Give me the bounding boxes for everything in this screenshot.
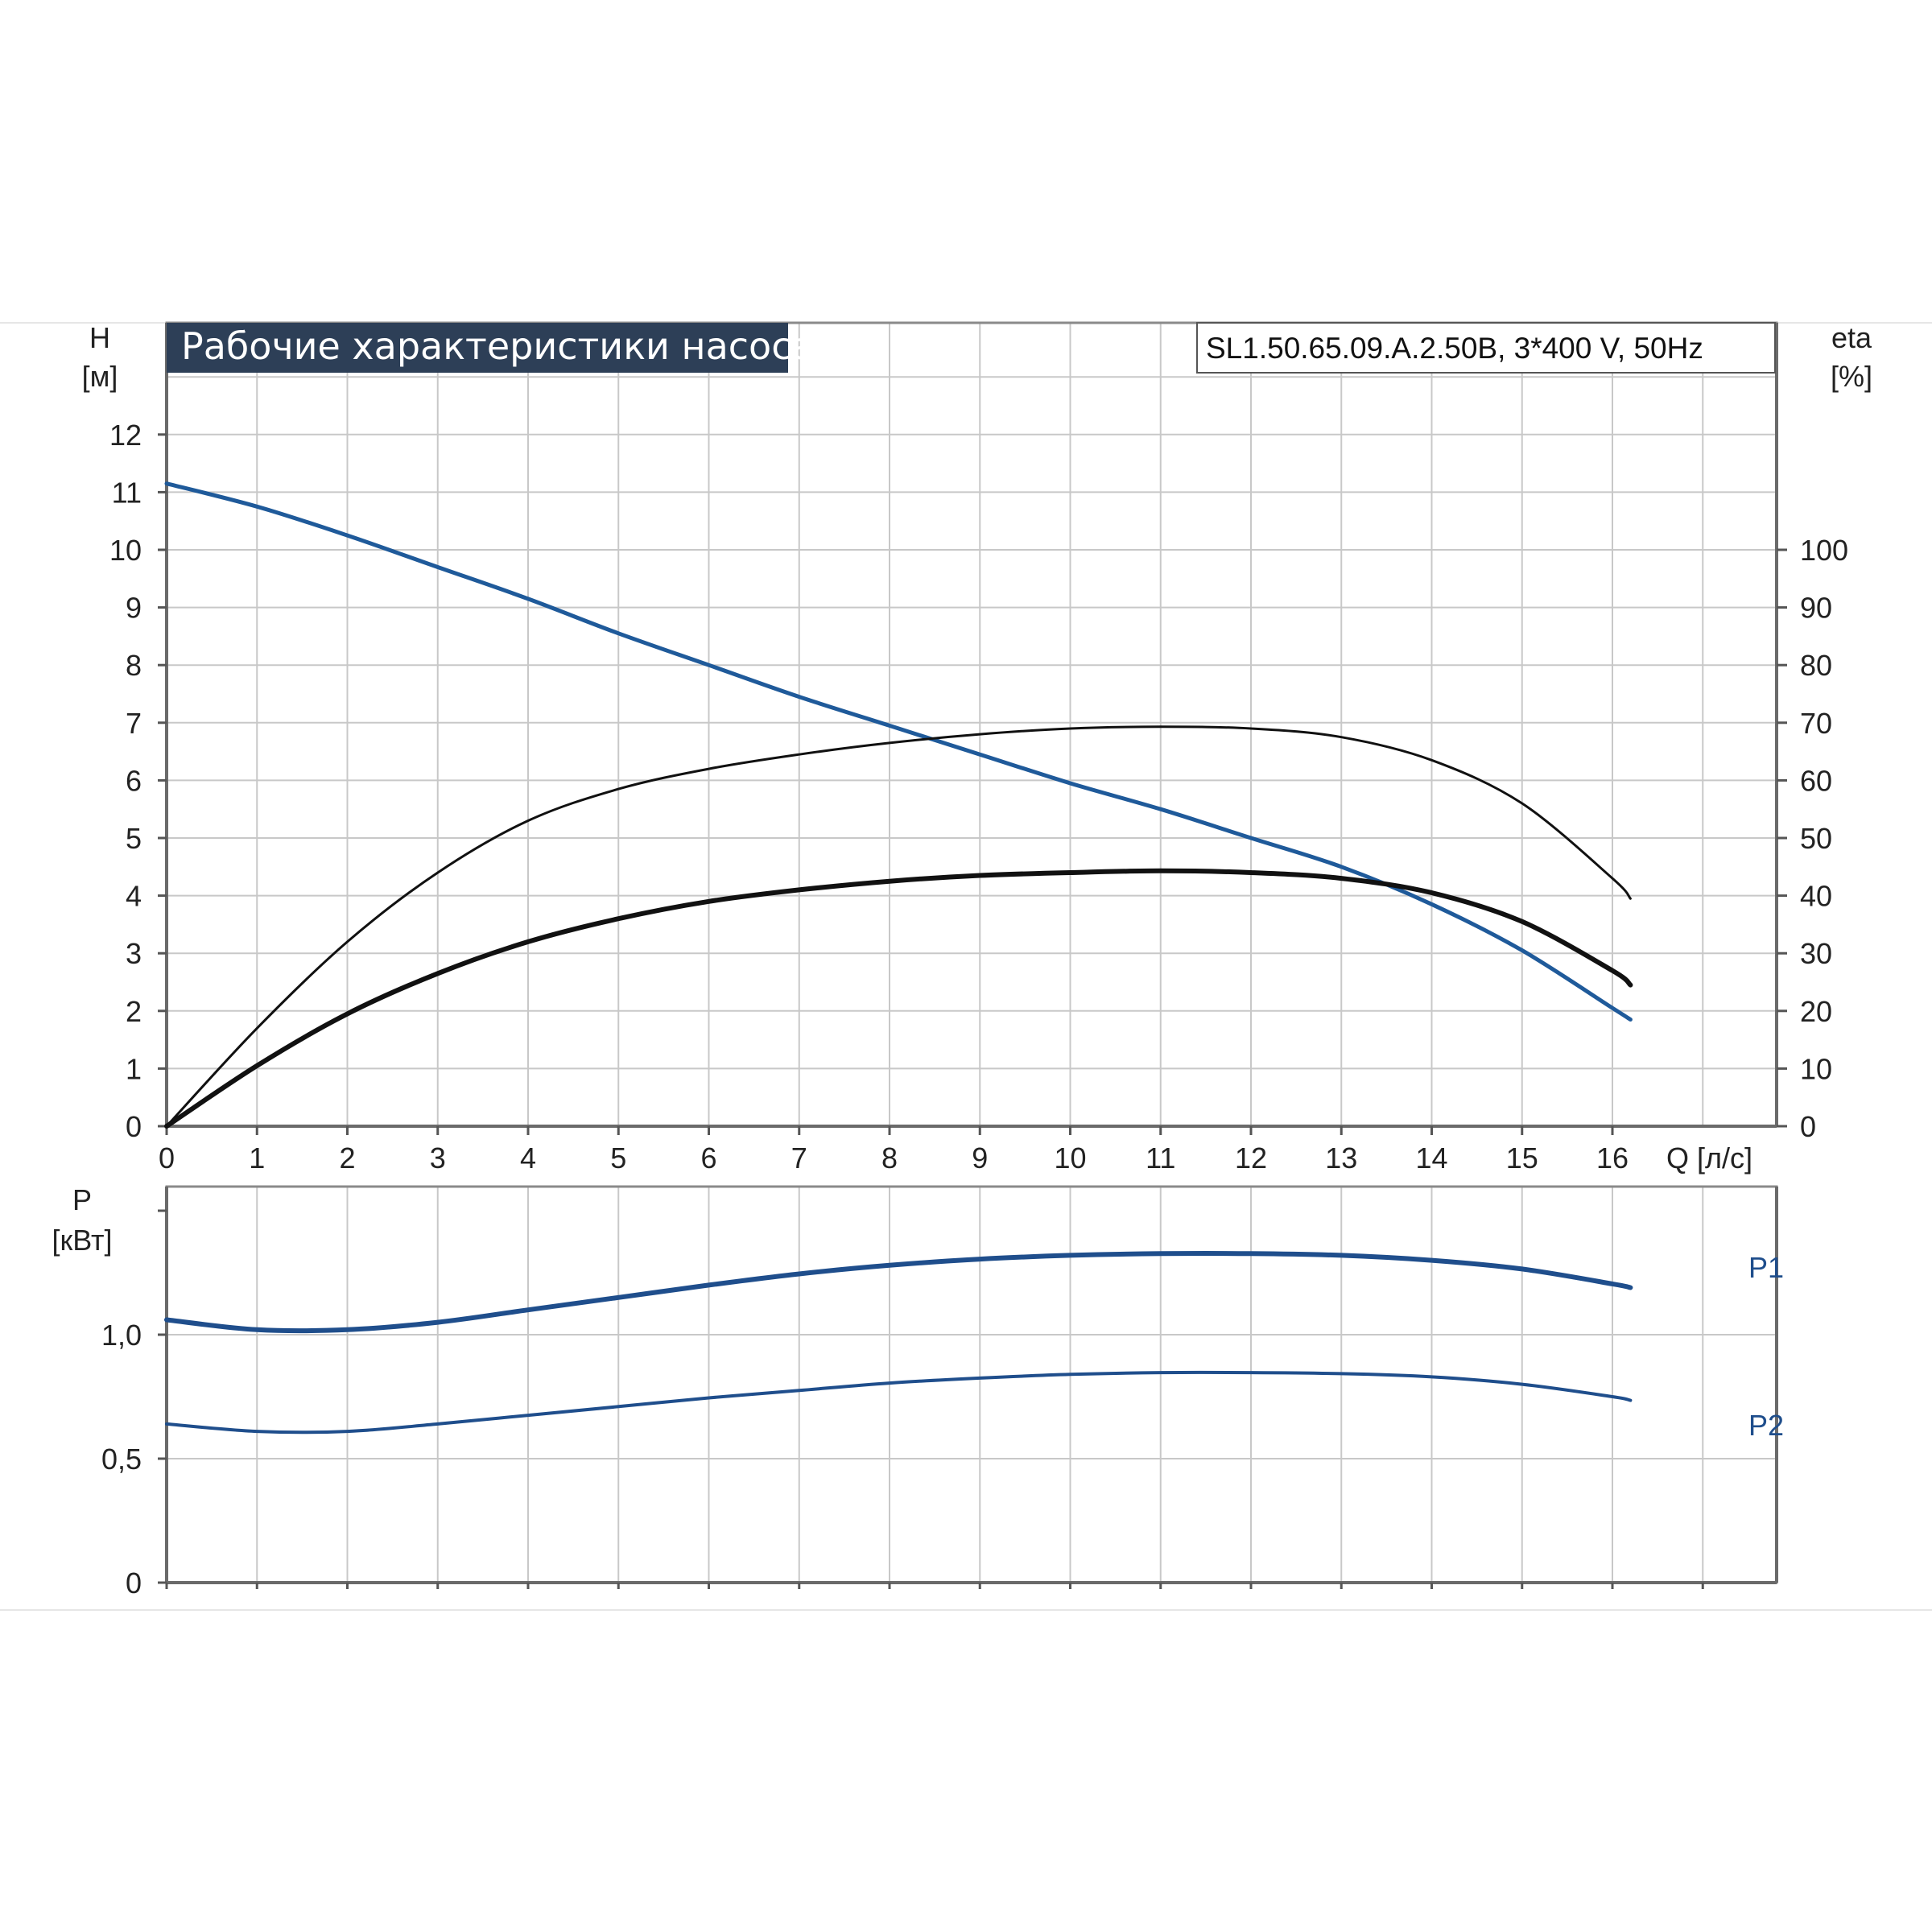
eta-axis-unit: [%] <box>1831 360 1872 393</box>
x-tick-label: 10 <box>1054 1141 1086 1174</box>
eta-tick-label: 0 <box>1800 1110 1816 1143</box>
p-tick-label: 0 <box>126 1567 142 1600</box>
eta-tick-label: 10 <box>1800 1052 1832 1085</box>
model-label: SL1.50.65.09.A.2.50B, 3*400 V, 50Hz <box>1206 332 1703 365</box>
x-tick-label: 14 <box>1415 1141 1447 1174</box>
chart-title: Рабочие характеристики насоса <box>181 324 815 368</box>
eta-tick-label: 80 <box>1800 649 1832 682</box>
head-curve <box>164 481 1633 1022</box>
x-tick-label: 1 <box>249 1141 265 1174</box>
eta-tick-label: 90 <box>1800 592 1832 625</box>
p-tick-label: 1,0 <box>101 1319 142 1352</box>
h-tick-label: 0 <box>126 1110 142 1143</box>
x-tick-label: 16 <box>1596 1141 1629 1174</box>
chart-title-box <box>167 323 788 373</box>
efficiency-curve-pump <box>165 725 1632 1128</box>
h-tick-label: 2 <box>126 995 142 1028</box>
power-curve-p1 <box>164 1251 1633 1334</box>
x-tick-label: 0 <box>159 1141 175 1174</box>
series-label-p2: P2 <box>1748 1409 1784 1442</box>
h-tick-label: 12 <box>109 419 142 452</box>
eta-tick-label: 50 <box>1800 822 1832 855</box>
h-tick-label: 10 <box>109 534 142 567</box>
p-tick-label: 0,5 <box>101 1443 142 1476</box>
eta-tick-label: 70 <box>1800 707 1832 740</box>
efficiency-curve-total <box>164 868 1633 1129</box>
h-tick-label: 1 <box>126 1052 142 1085</box>
eta-tick-label: 100 <box>1800 534 1848 567</box>
top-chart-series <box>164 481 1633 1129</box>
bottom-chart-series: P1 P2 <box>164 1251 1784 1442</box>
top-chart-grid <box>167 323 1777 1126</box>
h-tick-label: 11 <box>112 476 142 509</box>
x-tick-label: 3 <box>430 1141 446 1174</box>
x-tick-label: 7 <box>791 1141 807 1174</box>
x-tick-label: 9 <box>972 1141 988 1174</box>
x-tick-label: 12 <box>1235 1141 1267 1174</box>
h-tick-label: 3 <box>126 937 142 970</box>
x-tick-label: 8 <box>881 1141 898 1174</box>
x-tick-label: 11 <box>1146 1141 1175 1174</box>
series-label-p1: P1 <box>1748 1251 1784 1284</box>
h-tick-label: 5 <box>126 822 142 855</box>
h-tick-label: 9 <box>126 592 142 625</box>
power-curve-p2 <box>165 1370 1633 1435</box>
h-tick-label: 4 <box>126 880 142 913</box>
h-tick-label: 6 <box>126 764 142 797</box>
x-tick-label: 2 <box>339 1141 355 1174</box>
bottom-chart-tick-labels: 0 0,5 1,0 <box>101 1209 1704 1600</box>
eta-tick-label: 60 <box>1800 764 1832 797</box>
x-tick-label: 13 <box>1325 1141 1357 1174</box>
eta-tick-label: 40 <box>1800 880 1832 913</box>
top-chart-tick-labels: 0 1 2 3 4 5 6 7 8 9 10 11 12 13 14 15 160123456789101112… <box>109 419 1848 1174</box>
h-tick-label: 7 <box>126 707 142 740</box>
x-tick-label: 6 <box>700 1141 716 1174</box>
x-tick-label: 15 <box>1506 1141 1538 1174</box>
h-axis-unit: [м] <box>82 360 118 393</box>
model-box <box>1196 322 1776 374</box>
top-chart-frame <box>165 321 1778 1128</box>
p-axis-name: P <box>72 1183 92 1216</box>
eta-axis-name: eta <box>1831 321 1872 354</box>
q-axis-label: Q [л/с] <box>1666 1141 1752 1174</box>
eta-tick-label: 30 <box>1800 937 1832 970</box>
x-tick-label: 4 <box>520 1141 536 1174</box>
x-tick-label: 5 <box>610 1141 626 1174</box>
h-axis-name: H <box>89 321 110 354</box>
eta-tick-label: 20 <box>1800 995 1832 1028</box>
h-tick-label: 8 <box>126 649 142 682</box>
p-axis-unit: [кВт] <box>52 1224 112 1257</box>
